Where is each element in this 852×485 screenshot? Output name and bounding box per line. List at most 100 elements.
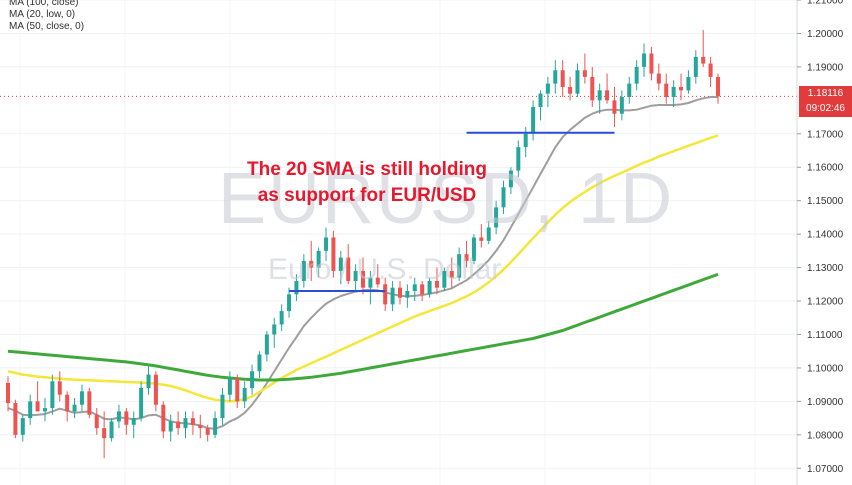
candle-down [560,60,565,97]
candle-up [324,227,329,261]
candle-up [545,76,550,108]
price-tick-label: 1.10000 [807,363,844,374]
candle-up [294,274,299,302]
candle-down [124,408,129,435]
candle-body [190,418,195,425]
candle-down [479,224,484,248]
candle-down [649,46,654,81]
candle-body [575,70,580,94]
watermark-symbol: EURUSD, 1D [218,159,675,239]
candle-body [316,250,321,268]
candle-down [13,399,18,439]
chart-annotation: The 20 SMA is still holding as support f… [247,157,487,209]
candle-body [338,257,343,271]
candle-body [553,70,558,84]
candle-up [79,384,84,412]
candle-up [272,317,277,348]
candle-up [486,220,491,245]
candle-body [139,388,144,419]
candle-down [176,411,181,435]
candle-body [65,394,70,412]
candle-body [183,418,188,429]
candle-up [405,284,410,308]
candle-body [264,334,269,355]
candle-down [153,371,158,412]
candle-up [301,254,306,288]
candle-body [28,401,33,419]
candle-body [294,280,299,295]
candle-up [220,388,225,425]
candle-body [442,270,447,288]
candle-body [235,377,240,402]
candle-up [72,398,77,419]
candle-body [605,90,610,101]
watermark-description: Euro / U.S. Dollar [268,253,502,286]
candle-body [701,56,706,64]
candle-down [102,411,107,459]
candle-body [346,257,351,281]
candle-body [168,421,173,432]
candle-up [501,180,506,215]
bar-countdown: 09:02:46 [799,101,852,117]
candle-down [65,391,70,422]
candle-down [397,280,402,305]
candle-body [368,277,373,288]
candle-down [449,257,454,288]
candle-down [679,73,684,101]
candle-down [161,401,166,439]
candle-body [279,311,284,325]
candle-up [20,414,25,442]
candle-body [642,53,647,67]
candle-body [272,324,277,335]
candle-body [582,70,587,77]
price-tick-label: 1.13000 [807,263,844,274]
candle-up [634,60,639,91]
candle-up [412,277,417,302]
indicator-legend: MA (100, close) MA (20, low, 0) MA (50, … [9,0,84,33]
legend-ma20[interactable]: MA (20, low, 0) [9,9,76,20]
price-tick-label: 1.12000 [807,297,844,308]
ma100-line [7,272,719,382]
candle-body [568,86,573,94]
legend-ma100[interactable]: MA (100, close) [9,0,79,8]
candle-down [198,414,203,439]
candle-body [560,70,565,87]
candle-up [368,270,373,305]
candle-up [50,374,55,415]
candle-up [28,394,33,425]
candle-down [309,240,314,281]
candle-down [434,267,439,295]
candle-body [375,277,380,285]
candle-body [324,237,329,251]
candle-body [176,421,181,429]
ma50-line [7,134,719,403]
price-tick-label: 1.08000 [807,430,844,441]
candle-up [250,364,255,395]
candle-body [220,394,225,419]
candle-body [449,270,454,278]
candle-down [716,73,720,104]
candle-down [94,408,99,435]
candle-body [716,76,720,97]
candle-body [20,418,25,435]
legend-ma50[interactable]: MA (50, close, 0) [9,21,85,32]
candle-body [538,93,543,108]
candle-body [516,147,521,171]
annotation-line-2: as support for EUR/USD [257,185,477,206]
candle-body [227,377,232,395]
candle-up [116,404,121,429]
candle-down [361,257,365,295]
candle-up [597,83,602,114]
candle-up [693,50,698,84]
candle-body [361,270,365,288]
candle-up [316,247,321,278]
candle-up [575,63,580,97]
candle-down [35,381,40,412]
candle-up [642,43,647,77]
candle-body [434,280,439,288]
candle-down [420,280,425,302]
candle-up [338,250,343,285]
candle-up [494,200,499,235]
price-tick-label: 1.15000 [807,196,844,207]
